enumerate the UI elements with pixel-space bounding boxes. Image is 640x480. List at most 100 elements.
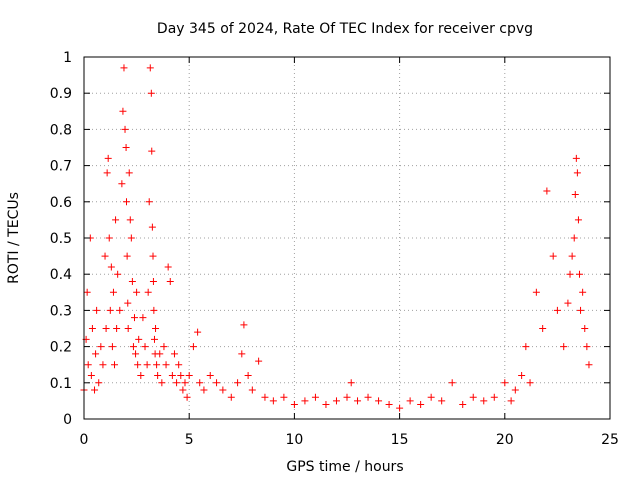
data-point [301,397,309,405]
data-point [385,401,393,409]
x-axis-tick-labels: 0 5 10 15 20 25 [80,432,619,448]
x-tick-label: 25 [601,432,619,448]
data-point [181,379,189,387]
data-point [219,386,227,394]
data-point [83,288,91,296]
data-point [583,343,591,351]
x-tick-label: 15 [391,432,409,448]
data-point [148,223,156,231]
data-point [406,397,414,405]
y-tick-label: 0.5 [50,231,72,247]
data-point [166,277,174,285]
data-point [179,386,187,394]
data-point [124,325,132,332]
data-point [148,147,156,155]
data-point [160,343,168,351]
data-point [427,393,435,401]
x-tick-label: 5 [185,432,194,448]
data-point [553,306,561,314]
data-point [290,401,298,409]
data-point [570,234,578,242]
chart-title: Day 345 of 2024, Rate Of TEC Index for r… [157,21,533,37]
y-tick-label: 0.7 [50,159,72,175]
data-point [213,379,221,387]
data-point [375,397,383,405]
data-point [118,180,126,188]
data-point [127,234,135,242]
data-point [490,393,498,401]
y-tick-label: 1 [63,50,72,66]
data-point [113,325,121,332]
data-point [579,288,587,296]
data-point [189,343,197,351]
data-point [133,288,141,296]
data-point [109,288,117,296]
data-point [121,125,129,133]
data-point [126,216,134,224]
data-point [95,379,103,387]
data-point [129,343,137,351]
data-point [194,328,202,336]
data-point [168,372,176,380]
data-point [234,379,242,387]
data-point [130,314,138,322]
data-point [343,393,351,401]
y-tick-label: 0.3 [50,303,72,319]
data-point [581,325,589,332]
data-point [162,361,170,369]
data-point [134,361,142,369]
y-tick-label: 0.9 [50,86,72,102]
data-point [261,393,269,401]
y-axis-label: ROTI / TECUs [6,192,22,284]
data-point [248,386,256,394]
data-point [84,361,92,369]
data-point [396,404,404,412]
data-point [111,361,119,369]
data-point [170,350,178,358]
data-point [574,216,582,224]
data-point [448,379,456,387]
y-axis-tick-labels: 0 0.1 0.2 0.3 0.4 0.5 0.6 0.7 0.8 0.9 1 [50,50,72,428]
x-tick-label: 0 [80,432,89,448]
data-point [459,401,467,409]
data-point [150,335,158,343]
data-point [108,343,116,351]
data-point [255,357,263,365]
data-point [128,277,136,285]
data-point [114,270,122,278]
data-point [101,252,109,260]
data-point [347,379,355,387]
y-tick-label: 0.8 [50,122,72,138]
data-point [93,306,101,314]
x-tick-label: 10 [285,432,303,448]
data-point [116,306,124,314]
data-point [112,216,120,224]
data-point [501,379,509,387]
data-point [92,350,100,358]
data-point [102,325,110,332]
data-point [269,397,277,405]
data-point [144,288,152,296]
data-point [539,325,547,332]
data-point [511,386,519,394]
data-point [123,198,131,206]
data-point [141,343,149,351]
data-point [417,401,425,409]
x-axis-label: GPS time / hours [286,459,403,475]
data-point [173,379,181,387]
gridlines [84,57,610,419]
data-point [158,379,166,387]
data-point [119,107,127,115]
data-point [183,393,191,401]
data-point [164,263,172,271]
data-point [145,198,153,206]
data-point [438,397,446,405]
data-point [549,252,557,260]
data-point [577,306,585,314]
data-point [332,397,340,405]
data-point [244,372,252,380]
data-point [480,397,488,405]
data-point [154,372,162,380]
data-point [522,343,530,351]
